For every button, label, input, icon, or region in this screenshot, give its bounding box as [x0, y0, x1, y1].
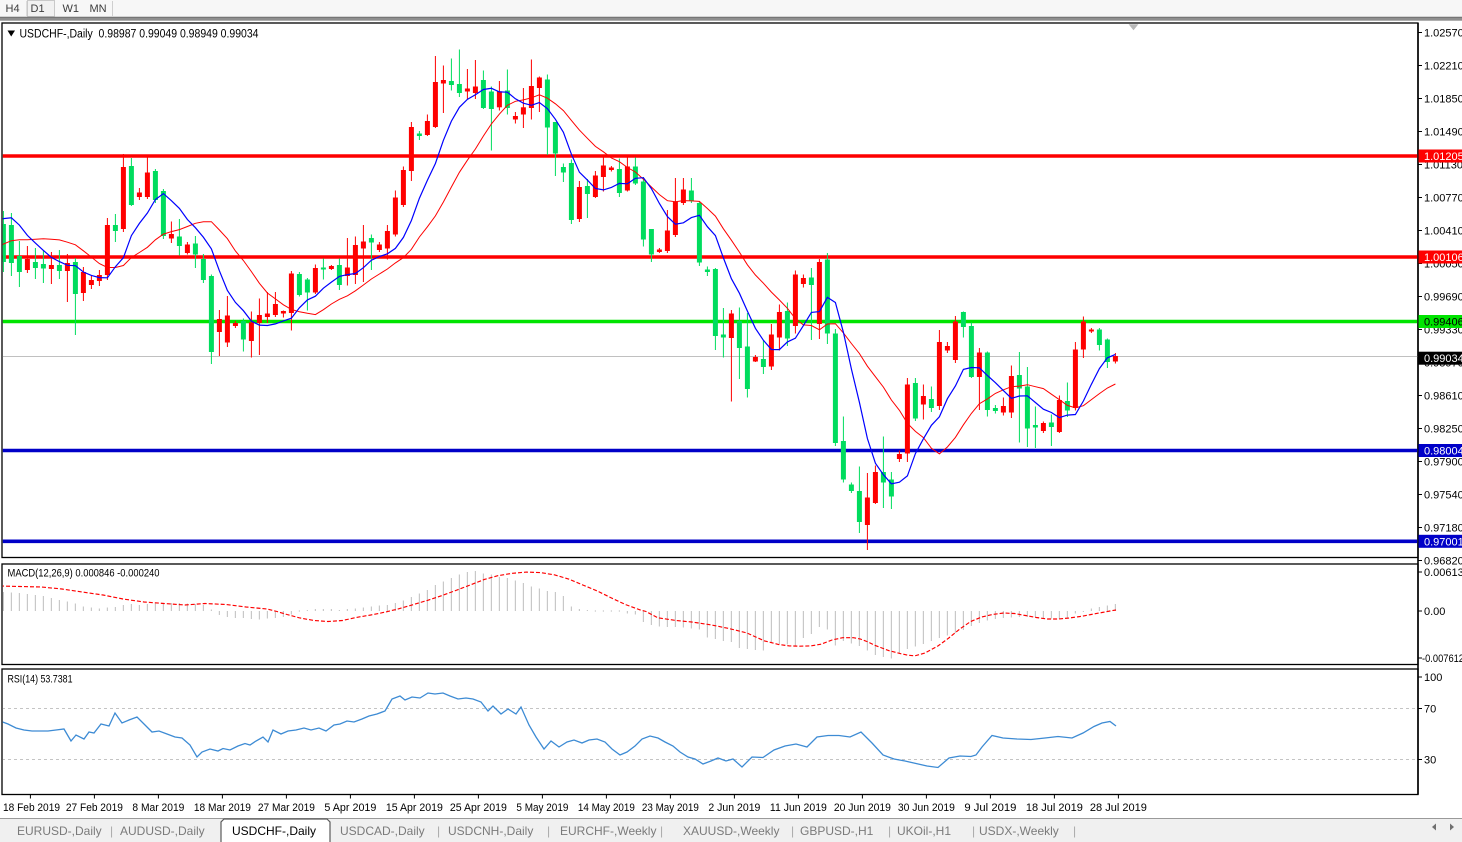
svg-text:1.00410: 1.00410 [1424, 226, 1462, 238]
svg-text:MN: MN [90, 3, 107, 15]
svg-text:0.96820: 0.96820 [1424, 556, 1462, 568]
svg-text:|: | [972, 824, 975, 838]
svg-text:100: 100 [1424, 672, 1442, 684]
svg-text:8 Mar 2019: 8 Mar 2019 [132, 802, 184, 814]
svg-text:USDCAD-,Daily: USDCAD-,Daily [340, 824, 425, 838]
svg-text:USDX-,Weekly: USDX-,Weekly [979, 824, 1059, 838]
svg-text:0.97001: 0.97001 [1424, 536, 1462, 548]
svg-text:USDCHF-,Daily 0.98987 0.99049: USDCHF-,Daily 0.98987 0.99049 0.98949 0.… [20, 29, 260, 41]
svg-text:|: | [110, 824, 113, 838]
svg-text:14 May 2019: 14 May 2019 [578, 802, 635, 814]
svg-text:15 Apr 2019: 15 Apr 2019 [386, 802, 443, 814]
svg-text:2 Jun 2019: 2 Jun 2019 [708, 802, 760, 814]
svg-text:20 Jun 2019: 20 Jun 2019 [834, 802, 891, 814]
svg-text:|: | [437, 824, 440, 838]
svg-text:0.97540: 0.97540 [1424, 490, 1462, 502]
svg-text:5 May 2019: 5 May 2019 [516, 802, 568, 814]
svg-text:18 Mar 2019: 18 Mar 2019 [194, 802, 251, 814]
svg-text:0.99690: 0.99690 [1424, 292, 1462, 304]
svg-text:0.98004: 0.98004 [1424, 446, 1462, 458]
svg-text:XAUUSD-,Weekly: XAUUSD-,Weekly [683, 824, 779, 838]
svg-text:1.02570: 1.02570 [1424, 28, 1462, 40]
svg-text:UKOil-,H1: UKOil-,H1 [897, 824, 951, 838]
svg-text:1.01205: 1.01205 [1424, 151, 1462, 163]
svg-text:70: 70 [1424, 704, 1436, 716]
svg-text:MACD(12,26,9) 0.000846 -0.0002: MACD(12,26,9) 0.000846 -0.000240 [8, 568, 160, 580]
svg-text:GBPUSD-,H1: GBPUSD-,H1 [800, 824, 874, 838]
svg-text:|: | [791, 824, 794, 838]
svg-text:AUDUSD-,Daily: AUDUSD-,Daily [120, 824, 205, 838]
svg-text:0.98610: 0.98610 [1424, 391, 1462, 403]
svg-text:0.00613: 0.00613 [1424, 567, 1462, 579]
svg-text:RSI(14) 53.7381: RSI(14) 53.7381 [8, 674, 73, 686]
svg-text:25 Apr 2019: 25 Apr 2019 [450, 802, 507, 814]
svg-text:D1: D1 [31, 3, 45, 15]
svg-text:23 May 2019: 23 May 2019 [642, 802, 699, 814]
svg-text:27 Mar 2019: 27 Mar 2019 [258, 802, 315, 814]
svg-text:11 Jun 2019: 11 Jun 2019 [770, 802, 827, 814]
svg-text:30 Jun 2019: 30 Jun 2019 [898, 802, 955, 814]
svg-text:30: 30 [1424, 755, 1436, 767]
svg-text:0.00: 0.00 [1424, 606, 1445, 618]
svg-text:EURUSD-,Daily: EURUSD-,Daily [17, 824, 102, 838]
svg-text:-0.007612: -0.007612 [1422, 653, 1462, 665]
svg-text:5 Apr 2019: 5 Apr 2019 [324, 802, 376, 814]
svg-text:EURCHF-,Weekly: EURCHF-,Weekly [560, 824, 656, 838]
svg-text:0.99034: 0.99034 [1424, 353, 1462, 365]
svg-text:9 Jul 2019: 9 Jul 2019 [964, 802, 1016, 814]
svg-text:|: | [547, 824, 550, 838]
svg-text:|: | [1073, 824, 1076, 838]
svg-text:1.00770: 1.00770 [1424, 193, 1462, 205]
svg-text:1.01850: 1.01850 [1424, 94, 1462, 106]
svg-text:0.98250: 0.98250 [1424, 424, 1462, 436]
svg-text:1.00106: 1.00106 [1424, 252, 1462, 264]
svg-text:|: | [888, 824, 891, 838]
svg-text:18 Feb 2019: 18 Feb 2019 [3, 802, 60, 814]
svg-text:27 Feb 2019: 27 Feb 2019 [66, 802, 123, 814]
svg-text:USDCHF-,Daily: USDCHF-,Daily [232, 824, 316, 838]
svg-text:W1: W1 [63, 3, 80, 15]
svg-text:1.01490: 1.01490 [1424, 127, 1462, 139]
svg-text:0.97180: 0.97180 [1424, 523, 1462, 535]
svg-text:28 Jul 2019: 28 Jul 2019 [1090, 802, 1147, 814]
svg-text:1.02210: 1.02210 [1424, 61, 1462, 73]
svg-text:USDCNH-,Daily: USDCNH-,Daily [448, 824, 533, 838]
svg-text:0.97900: 0.97900 [1424, 457, 1462, 469]
svg-text:|: | [660, 824, 663, 838]
svg-text:H4: H4 [6, 3, 20, 15]
svg-text:18 Jul 2019: 18 Jul 2019 [1026, 802, 1083, 814]
svg-text:0.99406: 0.99406 [1424, 317, 1462, 329]
